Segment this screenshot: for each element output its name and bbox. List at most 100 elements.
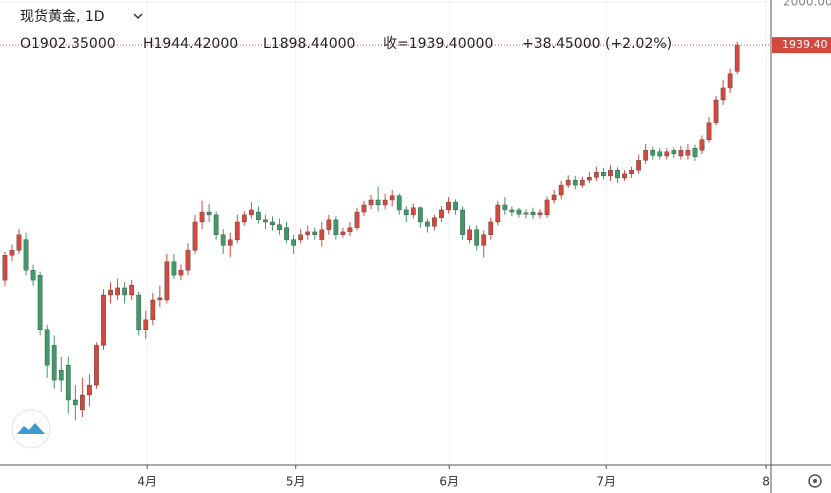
candle-body [326, 219, 332, 230]
candle-body [108, 289, 113, 296]
candle-body [586, 177, 592, 181]
candle-body [354, 211, 360, 228]
candle-body [164, 261, 170, 301]
ohlc-label: +38.45000 (+2.02%) [522, 36, 672, 52]
candle-body [601, 172, 606, 177]
candle-body [629, 169, 634, 174]
candle-body [347, 227, 353, 233]
candle-body [192, 221, 198, 251]
candle-body [432, 217, 437, 227]
x-tick-label: 5月 [286, 475, 306, 489]
candle-body [572, 179, 578, 186]
candle-body [734, 44, 740, 72]
candle-body [622, 173, 627, 179]
candle-body [256, 211, 261, 221]
candle-body [523, 212, 529, 215]
candle-body [129, 284, 135, 296]
candle-body [79, 394, 85, 411]
candle-body [706, 122, 712, 140]
gear-center [813, 479, 817, 483]
chart-title: 现货黄金, 1D [20, 8, 105, 25]
candle-body [65, 365, 71, 401]
candle-body [516, 209, 522, 215]
candle-body [593, 172, 599, 178]
candle-body [643, 150, 649, 161]
settings-icon[interactable] [808, 474, 822, 488]
candle-body [333, 219, 339, 235]
candle-body [51, 345, 57, 381]
candle-body [713, 99, 719, 123]
candle-body [291, 239, 296, 246]
candle-body [650, 150, 656, 156]
x-tick-label: 4月 [137, 475, 157, 489]
candles [2, 41, 740, 421]
candle-body [608, 169, 613, 177]
candle-body [263, 219, 268, 223]
candle-body [206, 211, 212, 216]
candle-body [453, 201, 458, 211]
candle-body [16, 234, 22, 251]
candle-body [692, 148, 698, 157]
last-price-label: 1939.40 [782, 38, 828, 51]
candle-body [150, 299, 156, 321]
candle-body [298, 234, 304, 240]
candle-body [488, 221, 494, 235]
candle-body [87, 384, 92, 396]
candle-body [685, 150, 691, 156]
candle-body [9, 250, 15, 256]
candle-body [558, 184, 564, 196]
candle-body [248, 209, 254, 216]
candle-body [481, 234, 487, 246]
candle-body [2, 255, 8, 281]
candle-body [241, 214, 247, 223]
candle-body [305, 231, 311, 235]
candle-body [509, 209, 515, 213]
candle-body [636, 160, 642, 171]
candle-body [319, 229, 325, 240]
candle-body [727, 73, 733, 89]
candle-body [460, 209, 465, 235]
candle-body [30, 269, 36, 281]
candle-body [579, 179, 585, 186]
candle-body [185, 250, 191, 271]
candle-body [270, 221, 275, 226]
candle-body [361, 204, 367, 213]
last-price-box [772, 37, 831, 54]
candle-body [403, 209, 409, 216]
candle-body [199, 211, 205, 223]
candle-body [446, 201, 451, 211]
candle-body [72, 399, 78, 406]
x-tick-label: 8 [762, 475, 770, 489]
candle-body [699, 139, 705, 151]
candle-body [537, 212, 543, 216]
candle-body [312, 231, 318, 235]
grid [0, 0, 771, 469]
x-tick-label: 6月 [439, 475, 459, 489]
candle-body [171, 261, 177, 276]
candle-body [37, 274, 43, 330]
candle-body [227, 239, 233, 246]
candle-body [101, 294, 106, 346]
candle-body [495, 204, 501, 223]
candle-body [544, 199, 550, 216]
candle-body [678, 150, 684, 157]
candle-body [615, 169, 620, 179]
ohlc-legend: O1902.35000 H1944.42000 L1898.44000 收=1939.… [20, 36, 672, 52]
candle-body [474, 229, 480, 246]
logo[interactable] [11, 409, 51, 449]
ohlc-label: H1944.42000 [143, 36, 238, 52]
ohlc-label: O1902.35000 [20, 36, 116, 52]
candle-body [389, 195, 395, 201]
candle-body [94, 345, 99, 386]
x-tick-label: 7月 [596, 475, 616, 489]
candle-body [671, 150, 677, 155]
candle-body [565, 179, 571, 186]
candle-body [23, 239, 29, 271]
candle-body [220, 234, 226, 246]
candle-body [143, 319, 149, 330]
dropdown-chevron[interactable] [133, 13, 143, 20]
candle-body [58, 369, 64, 381]
candle-body [234, 221, 240, 240]
candle-body [530, 211, 536, 216]
